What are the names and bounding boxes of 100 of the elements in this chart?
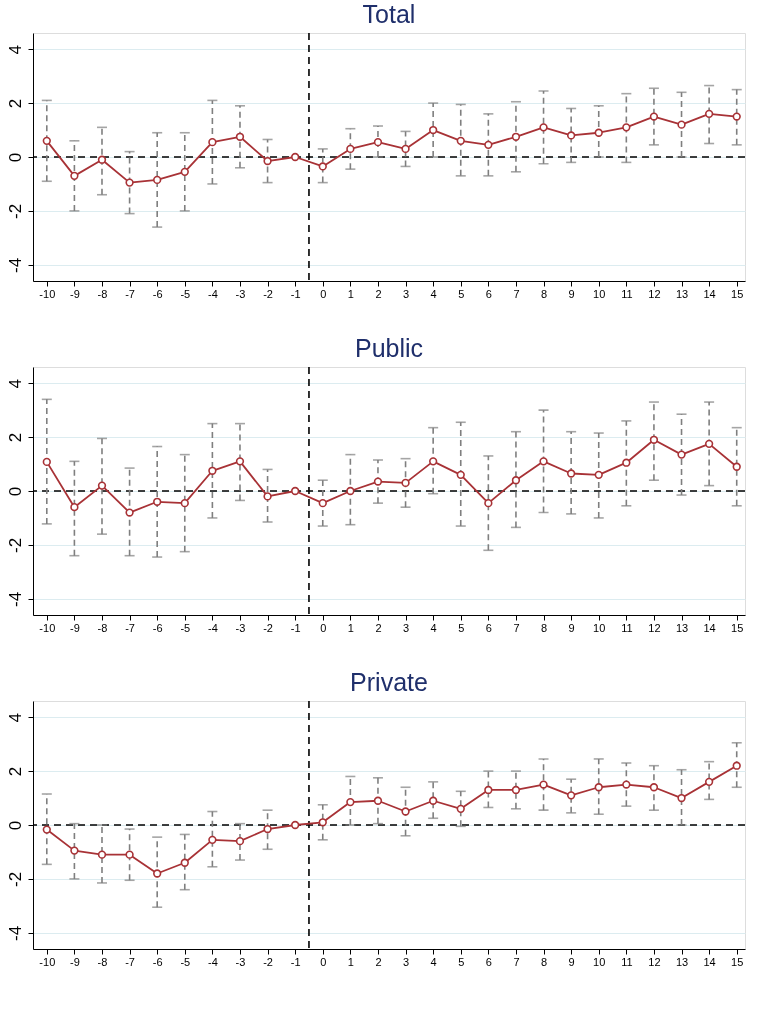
x-tick-label: -5 bbox=[180, 955, 191, 968]
x-tick-label: -7 bbox=[125, 621, 135, 634]
x-tick-label: 12 bbox=[648, 621, 661, 634]
point bbox=[318, 162, 327, 171]
x-tick-label: 11 bbox=[621, 955, 633, 968]
x-tick-label: -2 bbox=[263, 621, 273, 634]
x-tick-label: 11 bbox=[621, 621, 633, 634]
point bbox=[125, 508, 134, 517]
point bbox=[42, 825, 51, 834]
x-tick-label: 15 bbox=[731, 287, 744, 300]
x-tick-label: 2 bbox=[375, 955, 382, 968]
point bbox=[456, 804, 465, 813]
point bbox=[291, 820, 300, 830]
x-tick-label: 10 bbox=[593, 287, 606, 300]
x-tick-label: -8 bbox=[97, 287, 108, 300]
point bbox=[511, 132, 521, 141]
x-tick-label: -9 bbox=[70, 621, 80, 634]
x-tick-label: 5 bbox=[458, 955, 465, 968]
x-tick-label: -7 bbox=[125, 955, 135, 968]
x-tick-label: 1 bbox=[347, 287, 354, 300]
x-tick-label: 2 bbox=[375, 621, 382, 634]
point bbox=[401, 144, 410, 154]
y-tick-label: -2 bbox=[5, 203, 25, 219]
x-tick-label: 9 bbox=[568, 955, 575, 968]
x-tick-label: 11 bbox=[621, 287, 633, 300]
y-tick-label: 2 bbox=[5, 432, 25, 443]
x-tick-label: -8 bbox=[97, 621, 108, 634]
point bbox=[373, 796, 383, 805]
x-tick-label: -10 bbox=[39, 621, 56, 634]
x-tick-label: 9 bbox=[568, 287, 575, 300]
y-tick-label: 4 bbox=[5, 712, 25, 723]
point bbox=[732, 462, 741, 471]
point bbox=[153, 497, 162, 506]
point bbox=[125, 850, 134, 859]
point bbox=[429, 457, 438, 466]
point bbox=[677, 120, 686, 129]
point bbox=[649, 783, 659, 792]
x-tick-label: -3 bbox=[235, 955, 246, 968]
point bbox=[732, 112, 741, 121]
point bbox=[346, 797, 355, 807]
point bbox=[97, 850, 107, 859]
x-tick-label: -1 bbox=[290, 621, 301, 634]
point bbox=[235, 837, 245, 846]
x-tick-label: 7 bbox=[513, 955, 520, 968]
point bbox=[401, 478, 410, 488]
point bbox=[622, 780, 631, 789]
x-tick-label: 13 bbox=[675, 955, 689, 968]
point bbox=[456, 470, 465, 479]
y-tick-label: 2 bbox=[5, 98, 25, 109]
x-tick-label: 4 bbox=[430, 955, 437, 968]
y-tick-label: 0 bbox=[5, 820, 25, 831]
y-tick-label: 4 bbox=[5, 378, 25, 389]
point bbox=[566, 469, 576, 478]
point bbox=[180, 858, 189, 867]
x-tick-label: 8 bbox=[540, 287, 548, 300]
x-tick-label: 10 bbox=[593, 621, 606, 634]
point bbox=[511, 476, 521, 485]
point bbox=[180, 498, 189, 508]
point bbox=[677, 450, 686, 459]
point bbox=[677, 793, 686, 803]
x-tick-label: 8 bbox=[540, 621, 548, 634]
point bbox=[318, 818, 327, 827]
x-tick-label: 12 bbox=[648, 287, 661, 300]
point bbox=[732, 761, 741, 770]
x-tick-label: -6 bbox=[152, 955, 163, 968]
point bbox=[263, 824, 272, 834]
chart-title: Private bbox=[350, 668, 428, 697]
x-tick-label: 14 bbox=[703, 287, 716, 300]
x-tick-label: 15 bbox=[731, 621, 744, 634]
x-tick-label: -8 bbox=[97, 955, 108, 968]
point bbox=[97, 481, 107, 490]
x-tick-label: 1 bbox=[347, 955, 354, 968]
y-tick-label: 4 bbox=[5, 44, 25, 55]
point bbox=[401, 807, 410, 816]
point bbox=[125, 178, 134, 187]
point bbox=[70, 846, 79, 855]
point bbox=[208, 466, 217, 475]
y-tick-label: -4 bbox=[5, 257, 25, 273]
x-tick-label: -4 bbox=[207, 287, 218, 300]
y-tick-label: -4 bbox=[5, 925, 25, 941]
point bbox=[42, 136, 51, 145]
point bbox=[373, 138, 383, 147]
point bbox=[456, 136, 465, 145]
point bbox=[291, 486, 300, 496]
x-tick-label: 2 bbox=[375, 287, 382, 300]
point bbox=[594, 783, 603, 792]
point bbox=[539, 780, 548, 789]
point bbox=[208, 138, 217, 147]
x-tick-label: 6 bbox=[485, 287, 492, 300]
x-tick-label: 9 bbox=[568, 621, 575, 634]
point bbox=[539, 123, 548, 132]
x-tick-label: -10 bbox=[39, 287, 56, 300]
x-tick-label: 10 bbox=[593, 955, 606, 968]
x-tick-label: 15 bbox=[731, 955, 744, 968]
point bbox=[704, 109, 714, 119]
point bbox=[594, 128, 603, 137]
point bbox=[649, 112, 659, 121]
x-tick-label: -9 bbox=[70, 955, 80, 968]
x-tick-label: -3 bbox=[235, 621, 246, 634]
point bbox=[263, 492, 272, 501]
